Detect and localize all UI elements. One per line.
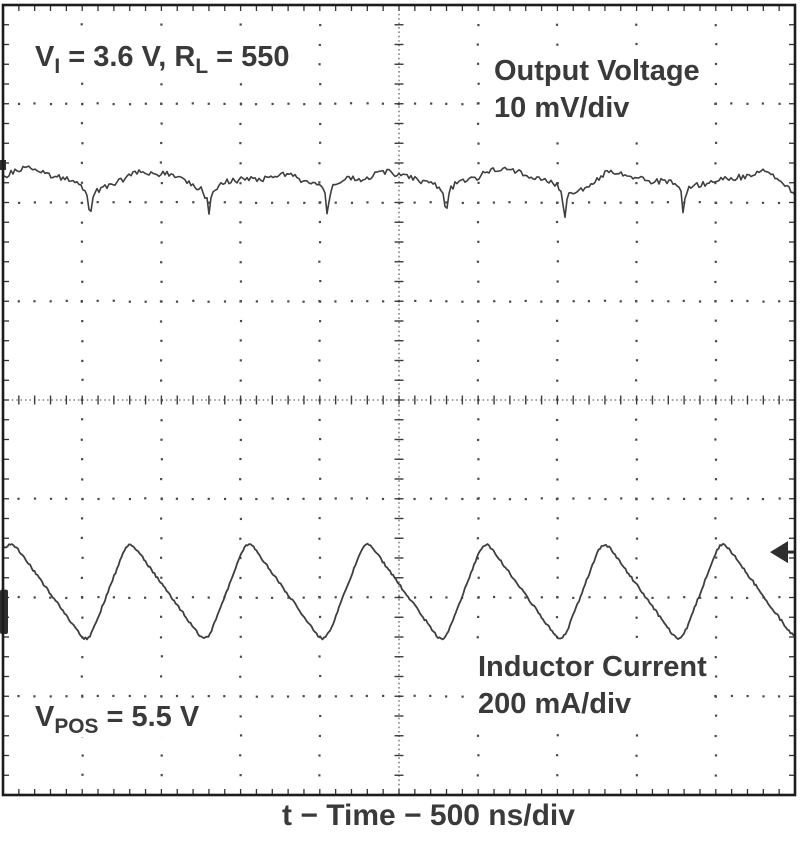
subscript: L — [195, 54, 209, 78]
inductor-current-trace — [4, 542, 794, 641]
graticule-frame — [1, 3, 797, 797]
annotation-text: = 550 — [208, 41, 290, 73]
subscript: POS — [54, 714, 99, 738]
subscript: I — [54, 54, 61, 78]
trace-name: Output Voltage — [494, 55, 700, 87]
annotation-input-conditions: VI = 3.6 V, RL = 550 — [30, 38, 295, 77]
annotation-text: = 3.6 V, R — [60, 41, 196, 73]
annotation-vpos: VPOS = 5.5 V — [30, 698, 205, 738]
annotation-text: = 5.5 V — [98, 701, 200, 733]
annotation-text: V — [35, 41, 55, 73]
output-voltage-trace — [4, 165, 794, 219]
inductor-current-label: Inductor Current 200 mA/div — [473, 648, 712, 724]
output-voltage-label: Output Voltage 10 mV/div — [489, 52, 705, 128]
annotation-text: V — [35, 701, 55, 733]
x-axis-label: t − Time − 500 ns/div — [282, 799, 575, 832]
trace-scale: 10 mV/div — [494, 92, 630, 124]
trace-name: Inductor Current — [478, 651, 707, 683]
trace-scale: 200 mA/div — [478, 688, 632, 720]
